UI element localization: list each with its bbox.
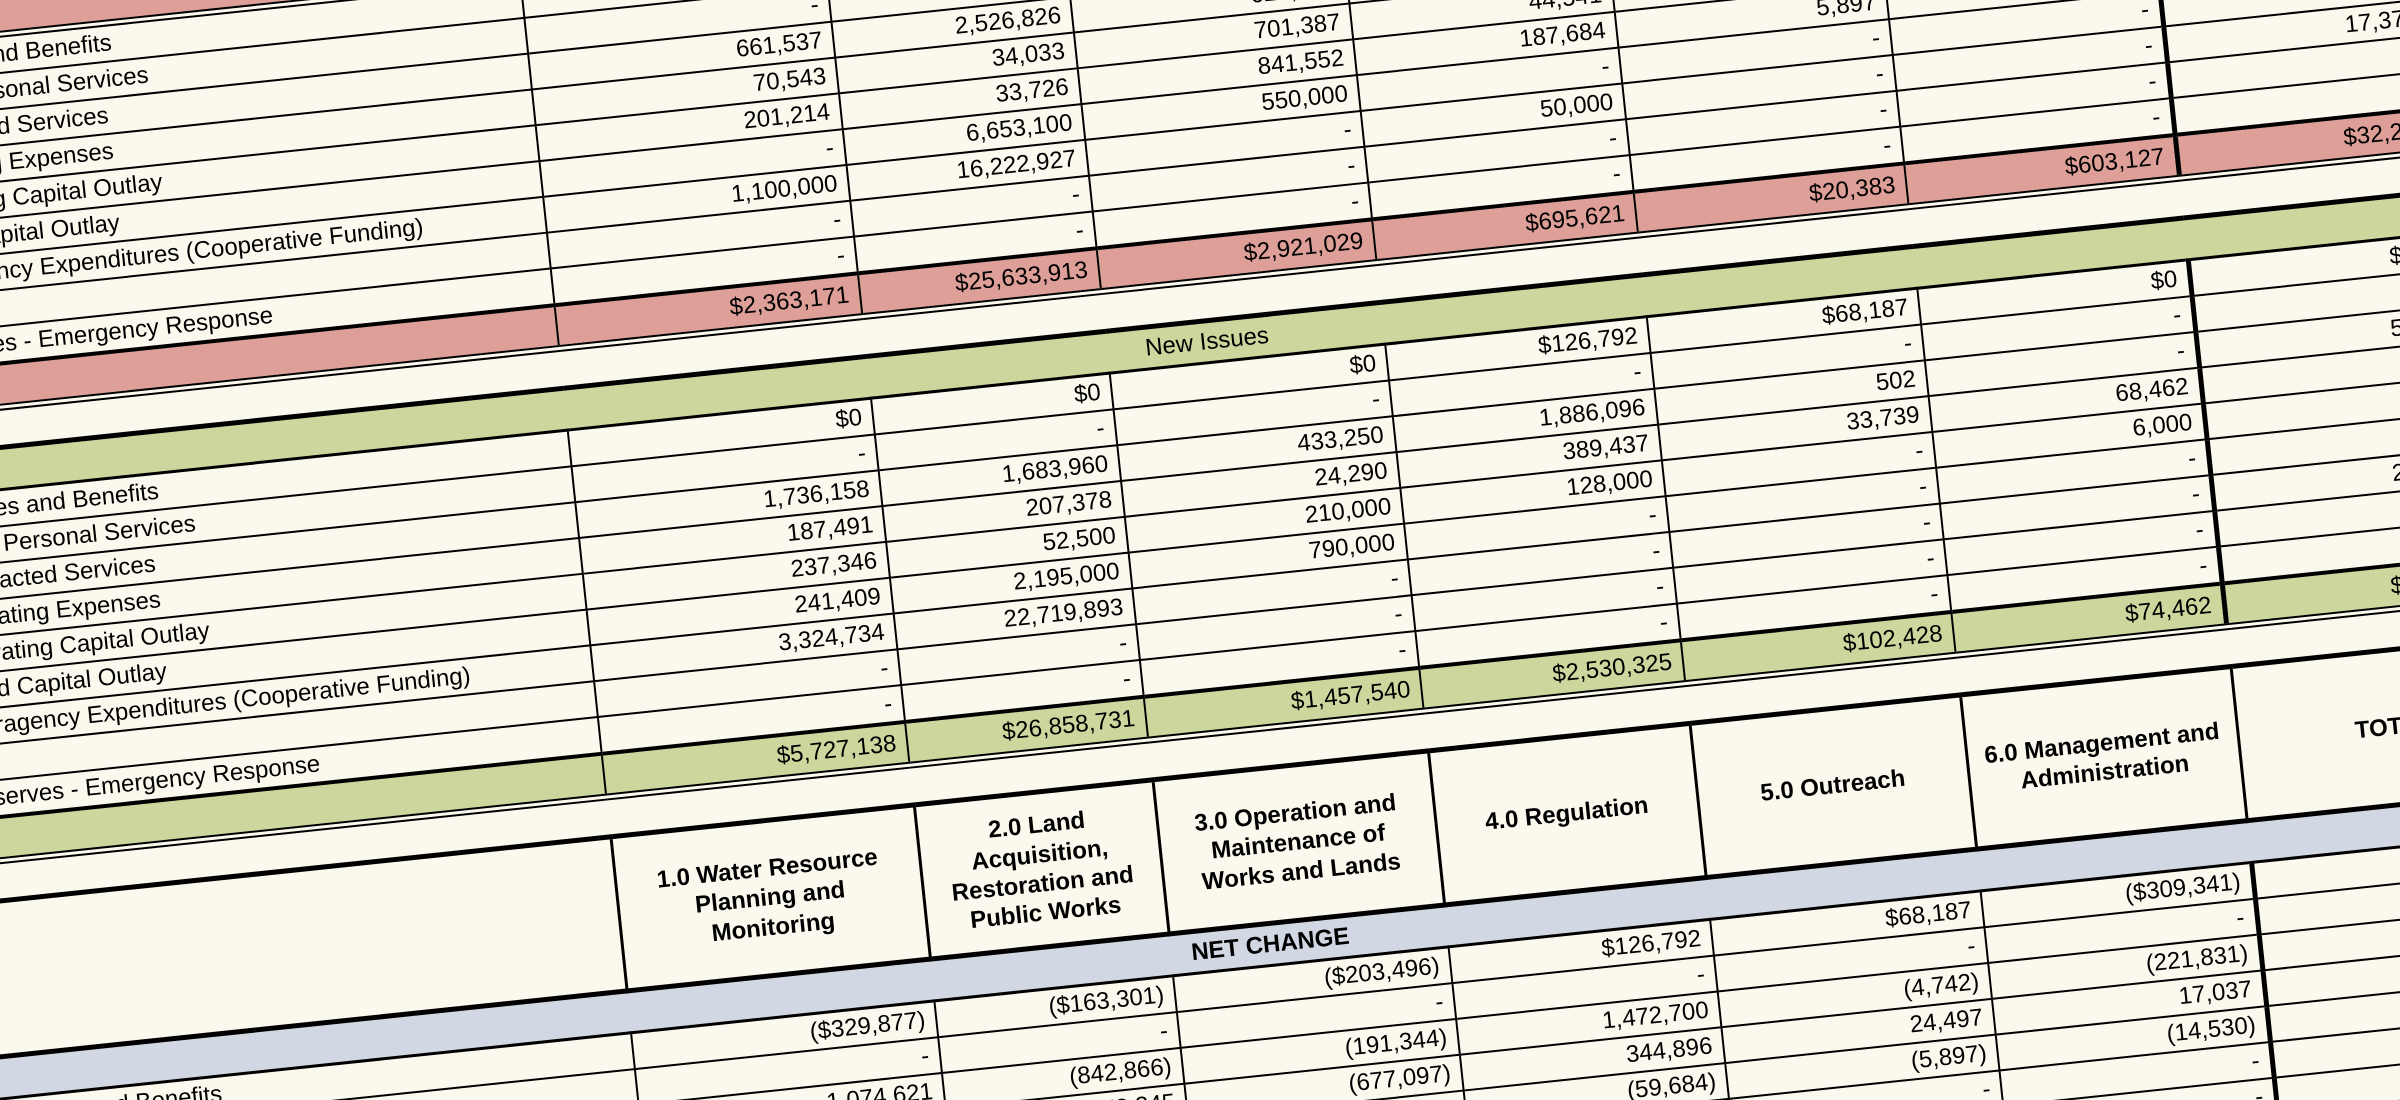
column-header: 5.0 Outreach [1689,694,1977,878]
column-header: 3.0 Operation and Maintenance of Works a… [1152,750,1445,935]
column-header: 6.0 Management and Administration [1960,666,2247,850]
column-header: 4.0 Regulation [1427,723,1706,906]
column-header: 2.0 Land Acquisition, Restoration and Pu… [913,779,1169,960]
